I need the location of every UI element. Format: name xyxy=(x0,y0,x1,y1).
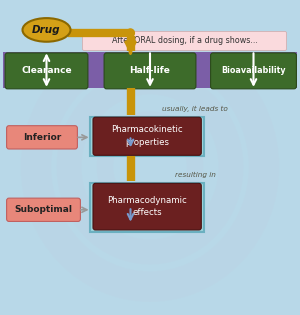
Ellipse shape xyxy=(22,18,70,42)
Text: Drug: Drug xyxy=(32,25,61,35)
Bar xyxy=(3,52,297,88)
FancyBboxPatch shape xyxy=(7,198,80,221)
Text: Pharmacokinetic
properties: Pharmacokinetic properties xyxy=(111,125,183,147)
FancyBboxPatch shape xyxy=(104,53,196,89)
Bar xyxy=(90,117,204,156)
FancyBboxPatch shape xyxy=(7,126,77,149)
Text: Suboptimal: Suboptimal xyxy=(14,205,73,214)
Text: Bioavailability: Bioavailability xyxy=(221,66,286,75)
Circle shape xyxy=(127,29,134,37)
Text: After ORAL dosing, if a drug shows...: After ORAL dosing, if a drug shows... xyxy=(112,37,257,45)
Text: Inferior: Inferior xyxy=(23,133,61,142)
FancyBboxPatch shape xyxy=(93,117,201,155)
FancyBboxPatch shape xyxy=(211,53,296,89)
Text: Half-life: Half-life xyxy=(130,66,170,75)
FancyBboxPatch shape xyxy=(93,183,201,230)
Text: usually, it leads to: usually, it leads to xyxy=(162,106,228,112)
FancyBboxPatch shape xyxy=(82,32,286,50)
Text: Pharmacodynamic
effects: Pharmacodynamic effects xyxy=(107,196,187,217)
Text: resulting in: resulting in xyxy=(175,172,215,178)
Text: Clearance: Clearance xyxy=(21,66,72,75)
Bar xyxy=(90,183,204,232)
FancyBboxPatch shape xyxy=(5,53,88,89)
